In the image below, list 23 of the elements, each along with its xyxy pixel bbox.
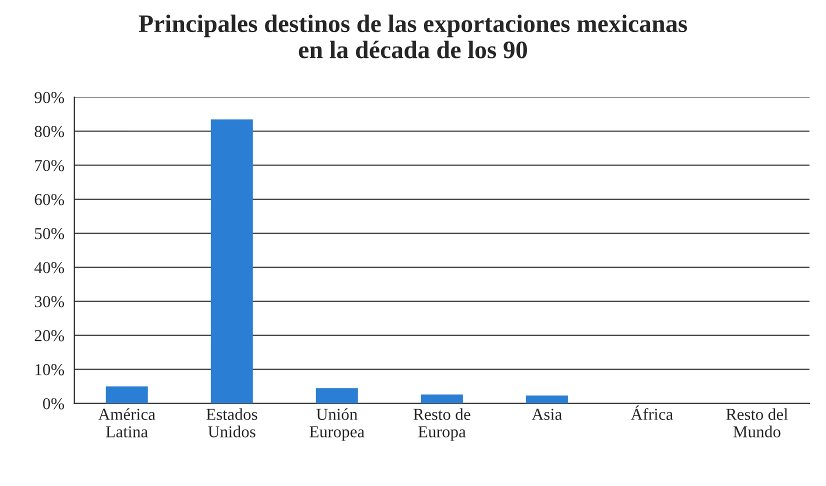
x-tick-label: Resto del Mundo [726, 408, 788, 438]
bar [526, 396, 568, 404]
y-tick-label: 20% [34, 330, 64, 342]
y-tick-label: 0% [43, 398, 64, 410]
bar [420, 394, 463, 404]
y-tick-label: 90% [34, 92, 64, 104]
x-tick-label: Resto de Europa [413, 408, 470, 441]
bar [210, 119, 253, 404]
y-tick-label: 50% [35, 228, 64, 240]
x-tick-label: Unión Europea [310, 408, 364, 441]
y-tick-label: 30% [34, 296, 64, 308]
bar [106, 386, 148, 404]
x-tick-label: Asia [532, 408, 562, 420]
y-tick-label: 10% [36, 364, 64, 376]
y-tick-label: 40% [34, 262, 64, 274]
x-tick-label: América Latina [98, 408, 156, 438]
y-tick-label: 80% [34, 126, 64, 138]
y-tick-label: 70% [35, 160, 64, 172]
x-tick-label: Estados Unidos [206, 408, 258, 438]
chart-title: Principales destinos de las exportaciones mexicanas en la década de los 90 [138, 14, 688, 58]
y-tick-label: 60% [34, 194, 64, 206]
bar [316, 388, 358, 404]
x-tick-label: África [630, 406, 673, 420]
